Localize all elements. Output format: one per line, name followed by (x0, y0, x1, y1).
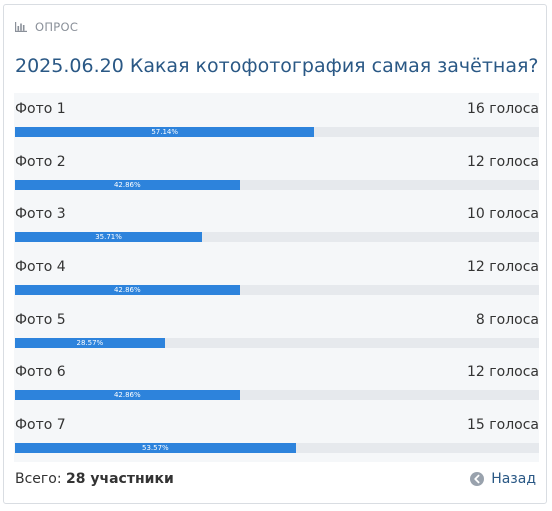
poll-title: 2025.06.20 Какая котофотография самая за… (15, 55, 539, 77)
total-label: Всего: (15, 471, 67, 487)
progress-percent: 42.86% (113, 180, 141, 189)
progress-percent: 42.86% (113, 286, 141, 295)
option-name: Фото 2 (15, 153, 66, 170)
poll-option: Фото 2 12 голоса 42.86% (14, 146, 539, 199)
option-votes: 12 голоса (467, 259, 539, 276)
poll-options: Фото 1 16 голоса 57.14% Фото 2 12 голоса 42.8… (14, 93, 539, 462)
progress-percent: 57.14% (151, 128, 179, 136)
progress-bar-track: 57.14% (15, 127, 539, 137)
back-link[interactable]: Назад (470, 471, 536, 487)
option-votes: 8 голоса (475, 311, 539, 328)
option-name: Фото 5 (15, 311, 66, 328)
progress-bar-fill: 53.57% (15, 443, 296, 454)
option-votes: 15 голоса (467, 417, 539, 434)
poll-footer: Всего: 28 участники Назад (15, 471, 536, 491)
arrow-left-circle-icon (470, 472, 485, 486)
progress-percent: 53.57% (142, 444, 169, 453)
option-name: Фото 6 (15, 364, 66, 381)
poll-option: Фото 1 16 голоса 57.14% (14, 93, 539, 146)
progress-bar-track: 42.86% (15, 285, 539, 296)
option-name: Фото 3 (15, 206, 66, 223)
progress-bar-track: 35.71% (15, 232, 539, 243)
option-votes: 12 голоса (467, 153, 539, 170)
poll-option: Фото 6 12 голоса 42.86% (14, 356, 539, 409)
progress-bar-fill: 28.57% (15, 337, 165, 348)
option-votes: 10 голоса (467, 206, 539, 223)
poll-card: ОПРОС 2025.06.20 Какая котофотография са… (3, 4, 547, 504)
bar-chart-icon (15, 22, 27, 32)
total-count: 28 участники (66, 471, 174, 487)
poll-option: Фото 4 12 голоса 42.86% (14, 251, 539, 304)
option-name: Фото 7 (15, 417, 66, 434)
poll-option: Фото 3 10 голоса 35.71% (14, 198, 539, 251)
poll-option: Фото 7 15 голоса 53.57% (14, 409, 539, 462)
progress-bar-track: 28.57% (15, 337, 539, 348)
progress-bar-fill: 42.86% (15, 285, 240, 296)
option-name: Фото 1 (15, 101, 66, 117)
progress-bar-fill: 42.86% (15, 390, 240, 401)
option-votes: 12 голоса (467, 364, 539, 381)
progress-bar-fill: 42.86% (15, 179, 240, 190)
progress-percent: 42.86% (113, 391, 141, 400)
progress-bar-track: 42.86% (15, 179, 539, 190)
progress-percent: 35.71% (95, 233, 122, 242)
progress-percent: 28.57% (76, 338, 104, 347)
progress-bar-track: 42.86% (15, 390, 539, 401)
poll-header: ОПРОС (15, 19, 78, 35)
progress-bar-track: 53.57% (15, 443, 539, 454)
progress-bar-fill: 57.14% (15, 127, 315, 137)
progress-bar-fill: 35.71% (15, 232, 203, 243)
back-label: Назад (491, 471, 536, 487)
poll-option: Фото 5 8 голоса 28.57% (14, 304, 539, 357)
option-name: Фото 4 (15, 259, 66, 276)
option-votes: 16 голоса (467, 101, 539, 117)
poll-label: ОПРОС (35, 20, 79, 34)
